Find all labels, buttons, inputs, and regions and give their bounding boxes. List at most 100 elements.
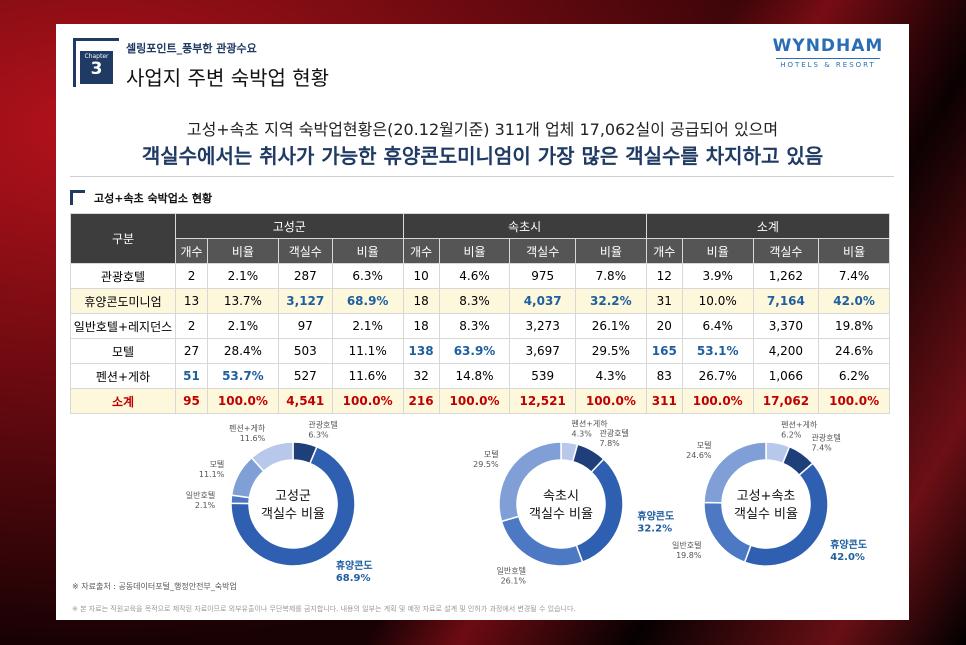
donut-slice <box>703 441 767 504</box>
table-cell: 20 <box>645 313 683 339</box>
table-cell: 83 <box>645 363 683 389</box>
row-label: 펜션+게하 <box>70 363 176 389</box>
table-cell: 539 <box>509 363 576 389</box>
table-cell: 31 <box>645 288 683 314</box>
slice-label: 관광호텔 <box>811 433 840 443</box>
table-cell: 6.4% <box>681 313 754 339</box>
table-cell: 2.1% <box>331 313 404 339</box>
table-cell: 4,200 <box>752 338 820 364</box>
table-cell: 17,062 <box>752 388 820 414</box>
table-cell: 100.0% <box>681 388 754 414</box>
table-cell: 29.5% <box>575 338 647 364</box>
table-cell: 32.2% <box>575 288 647 314</box>
table-cell: 100.0% <box>575 388 647 414</box>
disclaimer-note: ※ 본 자료는 직원교육을 목적으로 제작된 자료이므로 외부유출이나 무단복제… <box>72 605 576 613</box>
table-cell: 4,541 <box>277 388 333 414</box>
chapter-badge: Chapter 3 <box>80 51 113 84</box>
table-cell: 63.9% <box>438 338 511 364</box>
slice-value-label: 6.2% <box>781 430 802 439</box>
table-cell: 1,066 <box>752 363 820 389</box>
slice-label: 펜션+게하 <box>229 423 266 433</box>
table-row: 일반호텔+레지던스 2 2.1% 97 2.1% 18 8.3% 3,273 26.1% 20 6.… <box>70 313 890 339</box>
slice-label: 관광호텔 <box>308 420 337 430</box>
slice-label: 휴양콘도 <box>336 559 373 572</box>
table-cell: 6.2% <box>818 363 890 389</box>
table-cell: 13.7% <box>207 288 279 314</box>
row-label: 모텔 <box>70 338 176 364</box>
row-label: 관광호텔 <box>70 263 176 289</box>
headline-emphasis: 객실수에서는 취사가 가능한 휴양콘도미니엄이 가장 많은 객실수를 차지하고 … <box>141 144 824 168</box>
table-cell: 32 <box>402 363 440 389</box>
table-cell: 18 <box>402 313 440 339</box>
slice-value-label: 7.8% <box>599 439 620 448</box>
headline: 고성+속초 지역 숙박업현황은(20.12월기준) 311개 업체 17,062… <box>186 120 779 139</box>
group-header: 소계 <box>645 213 891 239</box>
table-cell: 95 <box>174 388 209 414</box>
subcol-header: 비율 <box>681 238 754 264</box>
slice-label: 모텔 <box>697 441 712 450</box>
table-cell: 216 <box>402 388 440 414</box>
table-cell: 7.4% <box>818 263 890 289</box>
chapter-label: Chapter <box>84 53 109 60</box>
table-cell: 53.7% <box>207 363 279 389</box>
slice-value-label: 29.5% <box>473 460 499 469</box>
page-title: 사업지 주변 숙박업 현황 <box>126 66 330 90</box>
table-cell: 24.6% <box>818 338 890 364</box>
slice-label: 휴양콘도 <box>830 538 867 551</box>
divider <box>70 176 894 177</box>
logo-sub: HOTELS & RESORT <box>780 61 876 69</box>
table-cell: 68.9% <box>331 288 404 314</box>
subcol-header: 개수 <box>402 238 440 264</box>
logo-divider <box>776 58 880 59</box>
table-cell: 11.1% <box>331 338 404 364</box>
slice-label: 펜션+게하 <box>781 419 818 429</box>
table-cell: 27 <box>174 338 209 364</box>
slice-value-label: 42.0% <box>830 552 865 563</box>
row-label: 소계 <box>70 388 176 414</box>
table-cell: 3,273 <box>509 313 576 339</box>
table-cell: 42.0% <box>818 288 890 314</box>
table-cell: 26.1% <box>575 313 647 339</box>
table-cell: 19.8% <box>818 313 890 339</box>
subcol-header: 비율 <box>207 238 279 264</box>
slice-label: 일반호텔 <box>186 491 215 500</box>
table-cell: 503 <box>277 338 333 364</box>
slice-label: 모텔 <box>484 450 499 459</box>
table-cell: 138 <box>402 338 440 364</box>
table-cell: 3,697 <box>509 338 576 364</box>
slice-value-label: 6.3% <box>308 431 329 440</box>
slice-value-label: 68.9% <box>336 573 371 584</box>
table-cell: 97 <box>277 313 333 339</box>
table-cell: 26.7% <box>681 363 754 389</box>
table-row: 소계 95 100.0% 4,541 100.0% 216 100.0% 12,521 100.… <box>70 388 890 414</box>
chapter-number: 3 <box>90 59 103 79</box>
lodging-table: 구분 고성군 속초시 소계 개수 비율 객실수 비율 개수 비율 객실수 비율 개수 비율 객실수 비… <box>70 213 891 414</box>
table-cell: 527 <box>277 363 333 389</box>
table-cell: 975 <box>509 263 576 289</box>
table-cell: 51 <box>174 363 209 389</box>
table-cell: 2.1% <box>207 313 279 339</box>
table-corner: 구분 <box>70 213 176 264</box>
subcol-header: 객실수 <box>509 238 576 264</box>
slice-value-label: 2.1% <box>195 501 216 510</box>
table-cell: 28.4% <box>207 338 279 364</box>
donut-slice <box>250 441 294 473</box>
slice-value-label: 4.3% <box>572 430 593 439</box>
table-row: 휴양콘도미니엄 13 13.7% 3,127 68.9% 18 8.3% 4,037 32.2%… <box>70 288 890 314</box>
table-cell: 53.1% <box>681 338 754 364</box>
table-row: 모텔 27 28.4% 503 11.1% 138 63.9% 3,697 29.5% 165 53… <box>70 338 890 364</box>
subcol-header: 개수 <box>645 238 683 264</box>
source-note: ※ 자료출처 : 공동데이터포털_행정안전부_숙박업 <box>72 582 237 591</box>
donut-center-title: 객실수 비율 <box>734 507 798 522</box>
donut-center-title: 속초시 <box>543 489 579 504</box>
table-cell: 2 <box>174 313 209 339</box>
subcol-header: 비율 <box>575 238 647 264</box>
group-header: 속초시 <box>402 213 647 239</box>
donut-center-title: 고성군 <box>275 489 311 504</box>
table-cell: 311 <box>645 388 683 414</box>
table-cell: 12 <box>645 263 683 289</box>
page-subtitle: 셀링포인트_풍부한 관광수요 <box>126 42 257 55</box>
table-body: 관광호텔 2 2.1% 287 6.3% 10 4.6% 975 7.8% 12 3.9% 1,262… <box>70 263 890 414</box>
donut-center-title: 객실수 비율 <box>529 507 593 522</box>
slice-label: 관광호텔 <box>599 428 628 438</box>
